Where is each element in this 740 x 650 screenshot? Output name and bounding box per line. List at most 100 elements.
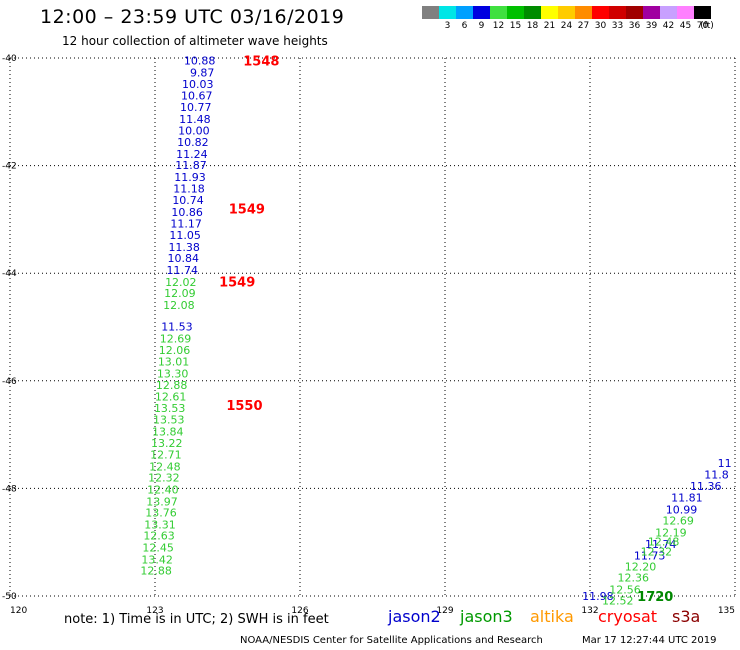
- wave-height-point: 12.32: [148, 472, 180, 485]
- wave-height-point: 12.48: [149, 460, 181, 473]
- y-tick-label: -48: [2, 484, 17, 494]
- legend-label: 6: [461, 21, 468, 31]
- wave-height-point: 12.69: [160, 332, 192, 345]
- x-tick-label: 132: [581, 606, 598, 616]
- grid-layer: [9, 57, 736, 597]
- legend-swatch: [507, 6, 524, 19]
- series-jason2: 10.889.8710.0310.6710.7711.4810.0010.821…: [161, 55, 731, 603]
- wave-height-point: 13.97: [146, 495, 178, 508]
- legend-swatch: [592, 6, 609, 19]
- wave-height-point: 11.38: [168, 241, 200, 254]
- color-legend-labels: 3 6 9 12 15 18 21 24 27 30 33 36 39 42 45 70 (ft): [422, 21, 740, 33]
- legend-label: 36: [628, 21, 641, 31]
- series-jason3: 12.0212.0912.0812.6912.0613.0113.3012.88…: [140, 276, 694, 607]
- legend-swatch: [490, 6, 507, 19]
- wave-height-point: 9.87: [190, 67, 215, 80]
- satellite-label-jason3: jason3: [460, 607, 513, 626]
- wave-height-point: 13.01: [158, 355, 190, 368]
- wave-height-point: 10.03: [182, 78, 214, 91]
- wave-height-point: 10.86: [171, 206, 203, 219]
- legend-swatch: [626, 6, 643, 19]
- legend-label: 39: [645, 21, 658, 31]
- legend-label: 42: [662, 21, 675, 31]
- satellite-label-s3a: s3a: [672, 607, 701, 626]
- y-tick-label: -46: [2, 377, 17, 387]
- wave-height-point: 13.53: [153, 414, 185, 427]
- wave-height-point: 11.17: [170, 218, 202, 231]
- legend-label: 45: [679, 21, 692, 31]
- legend-swatch: [422, 6, 439, 19]
- wave-height-point: 12.88: [156, 379, 188, 392]
- y-tick-label: -42: [2, 162, 17, 172]
- satellite-label-jason2: jason2: [388, 607, 441, 626]
- page-title: 12:00 – 23:59 UTC 03/16/2019: [40, 6, 345, 28]
- legend-label: 27: [577, 21, 590, 31]
- wave-height-point: 11.36: [690, 480, 722, 493]
- wave-height-point: 13.76: [145, 507, 177, 520]
- wave-height-point: 11.87: [175, 159, 207, 172]
- wave-height-point: 10.00: [178, 125, 210, 138]
- wave-height-point: 12.61: [155, 390, 187, 403]
- wave-height-point: 11.98: [582, 590, 614, 603]
- x-tick-label: 129: [436, 606, 453, 616]
- wave-height-point: 10.99: [666, 503, 698, 516]
- time-label: 1550: [226, 399, 262, 414]
- wave-height-point: 12.63: [143, 530, 175, 543]
- legend-swatch: [524, 6, 541, 19]
- wave-height-point: 12.56: [609, 584, 641, 597]
- time-label: 1549: [219, 275, 255, 290]
- legend-swatch: [558, 6, 575, 19]
- wave-height-point: 10.84: [167, 252, 199, 265]
- legend-swatch: [643, 6, 660, 19]
- wave-height-point: 12.19: [655, 527, 687, 540]
- generated-time: Mar 17 12:27:44 UTC 2019: [582, 635, 717, 646]
- legend-label: 70: [696, 21, 709, 31]
- wave-height-point: 11.93: [174, 171, 206, 184]
- wave-height-point: 11.8: [704, 468, 729, 481]
- legend-label: 15: [509, 21, 522, 31]
- wave-height-point: 11.18: [173, 183, 205, 196]
- legend-label: 3: [444, 21, 451, 31]
- wave-height-point: 12.88: [140, 565, 172, 578]
- wave-height-point: 11.74: [167, 264, 199, 277]
- wave-height-point: 12.69: [662, 515, 694, 528]
- wave-height-point: 12.08: [163, 299, 195, 312]
- x-tick-label: 126: [291, 606, 308, 616]
- time-label: 1549: [229, 203, 265, 218]
- satellite-label-cryosat: cryosat: [598, 607, 658, 626]
- legend-label: 24: [560, 21, 573, 31]
- wave-height-point: 12.06: [159, 344, 191, 357]
- wave-height-point: 12.71: [150, 449, 182, 462]
- wave-height-point: 12.45: [142, 542, 174, 555]
- data-points: 10.889.8710.0310.6710.7711.4810.0010.821…: [140, 55, 731, 608]
- wave-height-point: 12.48: [648, 536, 680, 549]
- wave-height-point: 11.05: [169, 229, 201, 242]
- wave-height-point: 10.67: [181, 90, 213, 103]
- wave-height-point: 13.22: [151, 437, 183, 450]
- wave-height-point: 12.40: [147, 483, 179, 496]
- legend-swatch: [456, 6, 473, 19]
- wave-height-point: 11.48: [179, 113, 211, 126]
- wave-height-point: 11.74: [645, 538, 677, 551]
- wave-height-point: 13.84: [152, 425, 184, 438]
- legend-label: 30: [594, 21, 607, 31]
- legend-unit: (ft): [700, 21, 714, 31]
- legend-swatch: [541, 6, 558, 19]
- legend-swatch: [473, 6, 490, 19]
- legend-swatch: [677, 6, 694, 19]
- wave-height-point: 13.42: [141, 553, 173, 566]
- wave-height-point: 11: [718, 457, 732, 470]
- legend-label: 9: [478, 21, 485, 31]
- legend-label: 33: [611, 21, 624, 31]
- x-tick-label: 120: [10, 606, 27, 616]
- x-tick-label: 135: [718, 606, 735, 616]
- wave-height-point: 13.31: [144, 518, 176, 531]
- wave-height-point: 12.20: [625, 560, 657, 573]
- wave-height-point: 10.74: [172, 194, 204, 207]
- time-label: 1720: [637, 590, 673, 605]
- legend-swatch: [439, 6, 456, 19]
- wave-height-point: 10.77: [180, 101, 212, 114]
- wave-height-point: 13.30: [157, 367, 189, 380]
